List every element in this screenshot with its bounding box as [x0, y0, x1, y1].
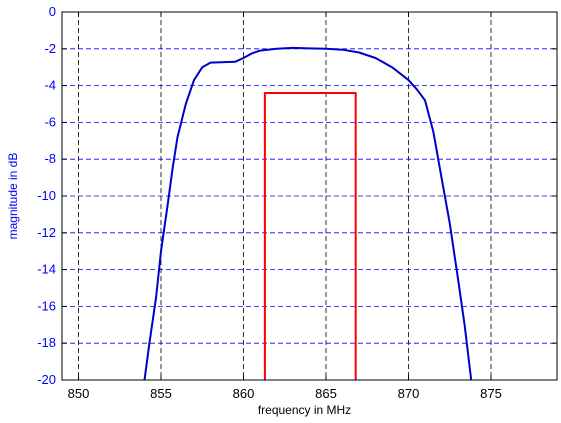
y-tick-label: -16: [37, 298, 56, 313]
x-tick-label: 860: [233, 386, 255, 401]
x-tick-label: 855: [150, 386, 172, 401]
y-tick-label: -20: [37, 372, 56, 387]
x-tick-label: 870: [398, 386, 420, 401]
y-axis-label: magnitude in dB: [6, 153, 20, 240]
y-tick-label: -4: [44, 78, 56, 93]
series-line-1: [143, 46, 473, 381]
x-tick-label: 865: [315, 386, 337, 401]
axis-ticks: [62, 11, 557, 381]
y-tick-label: -14: [37, 262, 56, 277]
x-tick-label: 850: [68, 386, 90, 401]
x-tick-labels: 850 855 860 865 870 875: [68, 386, 502, 401]
x-tick-label: 875: [480, 386, 502, 401]
y-tick-label: -8: [44, 151, 56, 166]
series-layer: [143, 46, 473, 381]
x-axis-label: frequency in MHz: [258, 403, 351, 417]
y-tick-label: -12: [37, 225, 56, 240]
series-line-2: [263, 92, 357, 380]
y-gridlines: [62, 48, 557, 344]
y-tick-label: -10: [37, 188, 56, 203]
y-tick-label: 0: [49, 4, 56, 19]
y-tick-label: -6: [44, 114, 56, 129]
y-tick-labels: 0 -2 -4 -6 -8 -10 -12 -14 -16 -18 -20: [37, 4, 56, 387]
y-tick-label: -18: [37, 335, 56, 350]
y-tick-label: -2: [44, 41, 56, 56]
